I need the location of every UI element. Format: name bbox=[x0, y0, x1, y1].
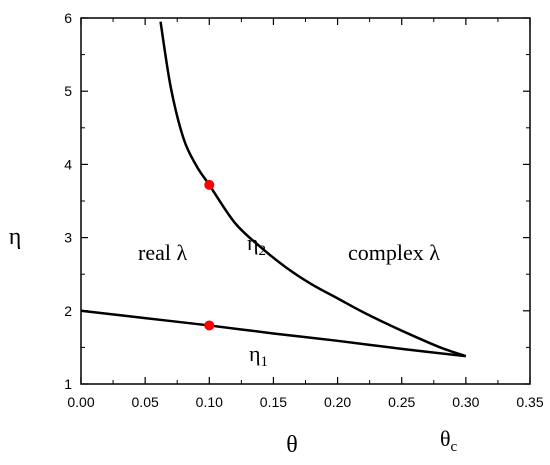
x-tick-label-5: 0.25 bbox=[388, 394, 415, 410]
x-axis-title: θ bbox=[286, 432, 298, 458]
curve-label-eta1-sub: 1 bbox=[261, 354, 269, 370]
y-tick-label-4: 5 bbox=[64, 83, 72, 99]
series-line-0 bbox=[159, 21, 467, 358]
series-line-1 bbox=[80, 309, 467, 358]
points-layer bbox=[204, 179, 215, 331]
y-tick-label-1: 2 bbox=[64, 303, 72, 319]
y-axis-title: η bbox=[9, 224, 22, 250]
x-tick-label-4: 0.20 bbox=[324, 394, 351, 410]
curve-label-eta1: η1 bbox=[249, 341, 268, 370]
y-tick-label-5: 6 bbox=[64, 10, 72, 26]
annotation-complex: complex λ bbox=[348, 240, 440, 265]
y-tick-label-0: 1 bbox=[64, 376, 72, 392]
x-tick-label-3: 0.15 bbox=[260, 394, 287, 410]
curve-label-eta1-main: η bbox=[249, 341, 261, 366]
annotation-real: real λ bbox=[138, 240, 187, 265]
curves-layer bbox=[80, 21, 467, 358]
plot-frame bbox=[80, 17, 531, 385]
x-tick-label-2: 0.10 bbox=[196, 394, 223, 410]
x-tick-label-7: 0.35 bbox=[516, 394, 543, 410]
x-tick-label-0: 0.00 bbox=[67, 394, 94, 410]
x-tick-label-1: 0.05 bbox=[132, 394, 159, 410]
theta-c-label: θc bbox=[440, 426, 458, 455]
y-tick-label-2: 3 bbox=[64, 230, 72, 246]
curve-label-eta2: η2 bbox=[247, 230, 266, 259]
theta-c-main: θ bbox=[440, 426, 451, 451]
x-tick-label-6: 0.30 bbox=[452, 394, 479, 410]
data-point-0 bbox=[204, 179, 215, 190]
curve-label-eta2-sub: 2 bbox=[259, 243, 267, 259]
data-point-1 bbox=[204, 320, 215, 331]
y-tick-label-3: 4 bbox=[64, 156, 72, 172]
theta-c-sub: c bbox=[451, 439, 458, 455]
ticks-layer: 0.00 0.05 0.10 0.15 0.20 0.25 0.30 0.35 1 2 3 4 5 6 bbox=[64, 10, 544, 410]
curve-label-eta2-main: η bbox=[247, 230, 259, 255]
